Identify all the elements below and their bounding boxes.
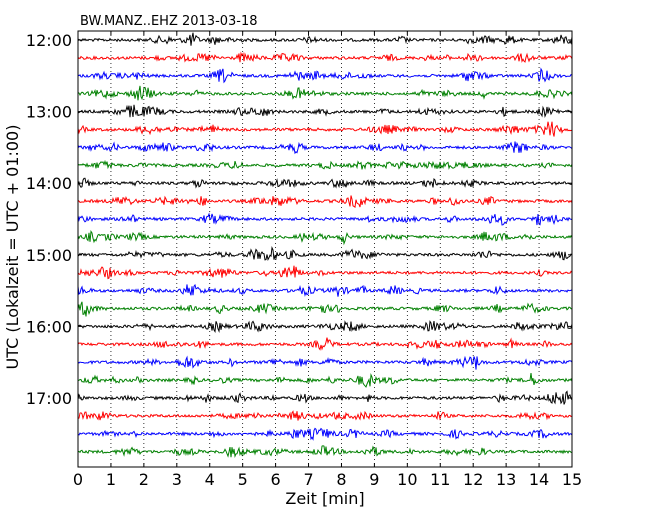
x-axis-label: Zeit [min] — [285, 489, 364, 508]
ticks-layer: 0 1 2 3 4 5 6 7 8 9 10 11 12 13 14 1512:0013:0014:0015:… — [26, 31, 582, 489]
x-tick-label: 12 — [463, 470, 483, 489]
x-tick-label: 2 — [139, 470, 149, 489]
x-tick-label: 9 — [369, 470, 379, 489]
seismogram-trace-1630 — [77, 355, 573, 370]
y-tick-label: 12:00 — [26, 31, 72, 50]
seismogram-trace-1200 — [77, 32, 573, 46]
seismogram-trace-1600 — [77, 320, 573, 334]
x-tick-label: 13 — [496, 470, 516, 489]
y-tick-label: 15:00 — [26, 246, 72, 265]
seismogram-trace-1430 — [77, 212, 573, 226]
seismogram-trace-1245 — [77, 85, 573, 101]
seismogram-trace-1515 — [77, 265, 573, 280]
x-tick-label: 0 — [73, 470, 83, 489]
y-tick-label: 17:00 — [26, 389, 72, 408]
x-tick-label: 10 — [397, 470, 417, 489]
seismogram-trace-1400 — [77, 177, 573, 189]
y-axis-label: UTC (Lokalzeit = UTC + 01:00) — [3, 125, 22, 370]
x-tick-label: 15 — [562, 470, 582, 489]
x-tick-label: 14 — [529, 470, 549, 489]
seismogram-trace-1700 — [77, 390, 573, 405]
seismogram-trace-1745 — [77, 445, 573, 458]
x-tick-label: 5 — [238, 470, 248, 489]
traces-layer — [77, 32, 573, 458]
x-tick-label: 3 — [172, 470, 182, 489]
seismogram-trace-1215 — [77, 51, 573, 63]
y-tick-label: 13:00 — [26, 103, 72, 122]
seismogram-trace-1530 — [77, 283, 573, 297]
y-tick-label: 16:00 — [26, 317, 72, 336]
seismogram-trace-1645 — [77, 373, 573, 388]
seismogram-trace-1500 — [77, 246, 573, 261]
seismogram-trace-1730 — [77, 427, 573, 441]
seismogram-trace-1230 — [77, 67, 573, 84]
plot-frame — [77, 30, 573, 468]
x-tick-label: 7 — [303, 470, 313, 489]
x-tick-label: 11 — [430, 470, 450, 489]
seismogram-trace-1545 — [77, 301, 573, 317]
seismogram-trace-1330 — [77, 141, 573, 155]
x-tick-label: 8 — [336, 470, 346, 489]
seismogram-trace-1315 — [77, 121, 573, 137]
grid-layer — [110, 31, 540, 467]
seismogram-trace-1715 — [77, 410, 573, 421]
x-tick-label: 4 — [205, 470, 215, 489]
seismogram-trace-1300 — [77, 104, 573, 119]
y-tick-label: 14:00 — [26, 174, 72, 193]
chart-title: BW.MANZ..EHZ 2013-03-18 — [80, 14, 258, 29]
seismogram-trace-1445 — [77, 229, 573, 246]
x-tick-label: 1 — [106, 470, 116, 489]
seismogram-trace-1345 — [77, 159, 573, 170]
x-tick-label: 6 — [271, 470, 281, 489]
seismogram-trace-1415 — [77, 195, 573, 208]
seismogram-trace-1615 — [77, 337, 573, 351]
